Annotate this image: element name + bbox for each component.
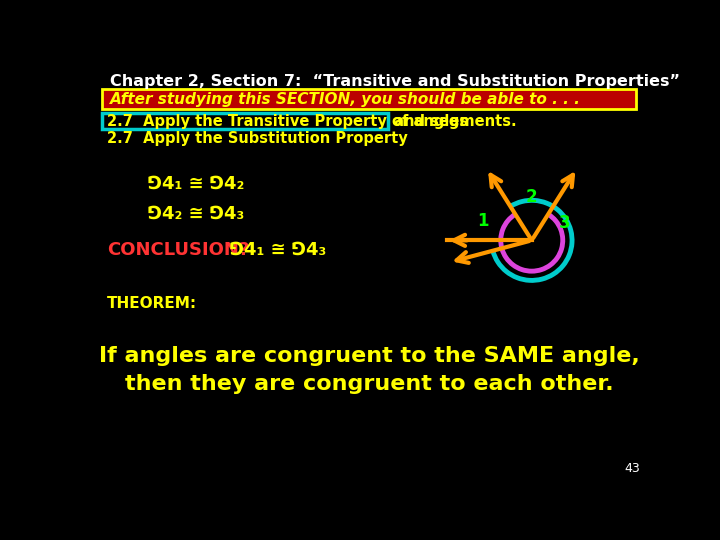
Text: 1: 1 (477, 212, 488, 230)
FancyBboxPatch shape (102, 90, 636, 110)
Text: After studying this SECTION, you should be able to . . .: After studying this SECTION, you should … (110, 92, 581, 107)
Text: THEOREM:: THEOREM: (107, 296, 197, 311)
Text: 43: 43 (625, 462, 640, 475)
Text: CONCLUSION?: CONCLUSION? (107, 241, 249, 259)
Text: Chapter 2, Section 7:  “Transitive and Substitution Properties”: Chapter 2, Section 7: “Transitive and Su… (110, 74, 680, 89)
Text: 2: 2 (526, 188, 538, 206)
Text: ⅁4₂ ≅ ⅁4₃: ⅁4₂ ≅ ⅁4₃ (148, 205, 244, 222)
Text: ⅁4₁ ≅ ⅁4₂: ⅁4₁ ≅ ⅁4₂ (148, 175, 245, 193)
Text: and segments.: and segments. (389, 114, 517, 129)
Text: 3: 3 (559, 214, 570, 232)
Text: ⅁4₁ ≅ ⅁4₃: ⅁4₁ ≅ ⅁4₃ (230, 241, 325, 259)
Text: then they are congruent to each other.: then they are congruent to each other. (125, 374, 613, 394)
FancyBboxPatch shape (102, 112, 387, 130)
Text: 2.7  Apply the Substitution Property: 2.7 Apply the Substitution Property (107, 131, 408, 146)
Text: 2.7  Apply the Transitive Property of angles: 2.7 Apply the Transitive Property of ang… (107, 114, 468, 129)
Text: If angles are congruent to the SAME angle,: If angles are congruent to the SAME angl… (99, 346, 639, 366)
